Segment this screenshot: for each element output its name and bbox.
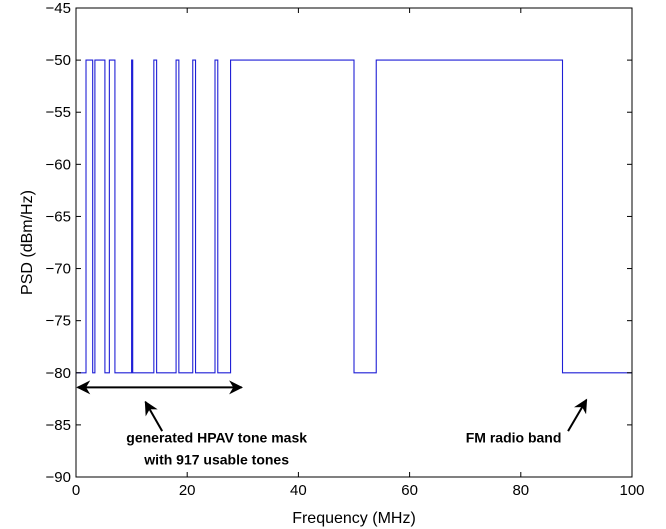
annotation-text: generated HPAV tone mask [126,430,307,446]
y-axis-label: PSD (dBm/Hz) [19,190,36,295]
annotation-arrow [567,398,588,432]
x-tick-label: 0 [72,482,80,499]
y-tick-label: −60 [46,156,71,173]
y-tick-label: −45 [46,0,71,17]
x-tick-label: 80 [512,482,529,499]
y-tick-label: −80 [46,365,71,382]
y-tick-label: −90 [46,469,71,486]
y-tick-label: −75 [46,313,71,330]
x-tick-label: 20 [179,482,196,499]
axes-frame [75,7,633,478]
annotations: generated HPAV tone mask with 917 usable … [76,380,588,467]
x-tick-label: 40 [290,482,307,499]
y-tick-label: −85 [46,417,71,434]
series-layer [76,59,632,374]
x-axis-label: Frequency (MHz) [292,510,416,527]
series-line-0 [76,59,632,374]
axes: 0 20 40 60 80 100 −90 −85 −80 −75 −70 −65 −60 −55 −50 −… [46,0,645,499]
annotation-text: with 917 usable tones [143,451,289,467]
x-tick-label: 60 [401,482,418,499]
y-tick-label: −65 [46,208,71,225]
x-tick-label: 100 [619,482,644,499]
y-tick-label: −50 [46,52,71,69]
y-tick-label: −55 [46,104,71,121]
annotation-text: FM radio band [466,430,562,446]
y-tick-label: −70 [46,261,71,278]
annotation-arrow [144,400,164,432]
